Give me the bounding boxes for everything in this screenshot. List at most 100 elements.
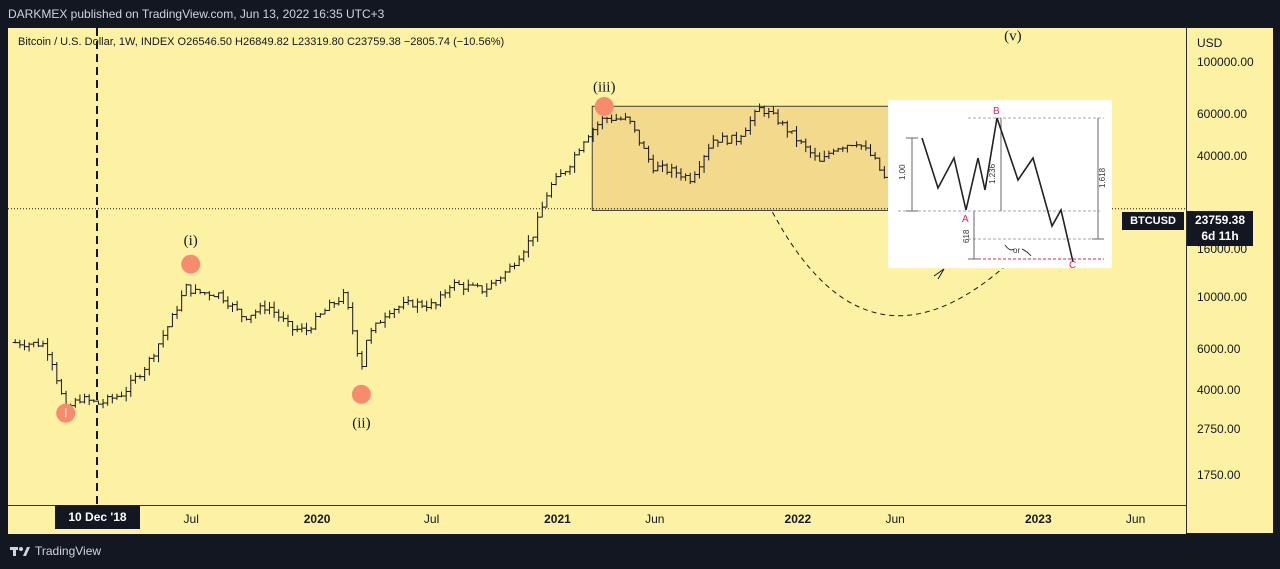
ohlc-bar <box>812 147 818 161</box>
ohlc-bar <box>77 394 83 404</box>
ohlc-bar <box>331 301 337 308</box>
ohlc-bar <box>387 310 393 319</box>
ohlc-bar <box>770 106 776 115</box>
ohlc-bar <box>91 399 97 403</box>
ohlc-bar <box>156 343 162 363</box>
ohlc-bar <box>276 309 282 322</box>
time-axis-label: 2020 <box>303 512 331 526</box>
price-axis-label: 1750.00 <box>1197 467 1241 482</box>
ohlc-bar <box>650 154 656 174</box>
ohlc-bar <box>470 282 476 286</box>
wave-marker <box>594 97 614 117</box>
ohlc-bar <box>354 329 360 357</box>
ohlc-bar <box>345 291 351 310</box>
inset-point-c: C <box>1069 260 1076 271</box>
tradingview-logo-icon <box>10 547 30 556</box>
ohlc-bar <box>95 400 101 405</box>
ohlc-bar <box>775 109 781 125</box>
ohlc-bar <box>627 116 633 125</box>
ohlc-bar <box>789 130 795 134</box>
ohlc-bar <box>447 285 453 299</box>
ohlc-bar <box>646 145 652 163</box>
ohlc-bar <box>174 305 180 319</box>
ohlc-bar <box>202 291 208 296</box>
ohlc-bar <box>72 397 78 408</box>
ohlc-bar <box>290 321 296 336</box>
ohlc-bar <box>562 170 568 176</box>
ohlc-bar <box>553 173 559 186</box>
ohlc-bar <box>49 351 55 371</box>
ohlc-bar <box>595 121 601 136</box>
ohlc-bar <box>239 308 245 323</box>
ohlc-bar <box>109 393 115 404</box>
ohlc-bar <box>544 192 550 208</box>
ohlc-bar <box>303 322 309 336</box>
ohlc-bar <box>461 282 467 295</box>
ohlc-bar <box>313 312 319 330</box>
price-axis-label: 2750.00 <box>1197 421 1241 436</box>
ohlc-bar <box>401 296 407 310</box>
ohlc-bar <box>119 391 125 398</box>
ohlc-bar <box>706 143 712 161</box>
ohlc-bar <box>248 314 254 324</box>
inset-abc-diagram: B A C or 1.00 1.236 1.618 618 <box>888 100 1112 271</box>
ohlc-bar <box>225 296 231 309</box>
wave-label: (ii) <box>352 415 370 431</box>
ohlc-bar <box>350 302 356 335</box>
ohlc-bar <box>507 263 513 273</box>
ohlc-bar <box>641 141 647 149</box>
projection-arrowhead <box>933 268 945 280</box>
ohlc-bar <box>701 154 707 173</box>
ohlc-bar <box>151 353 157 363</box>
ohlc-bar <box>271 301 277 318</box>
ohlc-bar <box>243 316 249 321</box>
ohlc-bar <box>206 291 212 301</box>
ohlc-bar <box>262 300 268 315</box>
ohlc-bar <box>622 112 628 121</box>
time-cursor-label: 10 Dec '18 <box>55 505 140 529</box>
footer-brand[interactable]: TradingView <box>10 544 101 558</box>
ohlc-bar <box>715 139 721 147</box>
ohlc-bar <box>516 255 522 267</box>
wave-label: (v) <box>1004 29 1022 45</box>
time-axis-label: Jun <box>1125 512 1146 526</box>
ohlc-bar <box>364 339 370 367</box>
ohlc-bar <box>146 356 152 376</box>
ohlc-bar <box>396 305 402 314</box>
ohlc-bar <box>442 289 448 299</box>
ohlc-bar <box>114 393 120 400</box>
ohlc-bar <box>128 374 134 397</box>
footer-brand-text: TradingView <box>35 544 102 558</box>
ohlc-bar <box>21 339 27 351</box>
ohlc-bar <box>82 393 88 404</box>
ohlc-bar <box>835 147 841 152</box>
projection-arc <box>772 211 1014 317</box>
ohlc-bar <box>539 201 545 218</box>
ohlc-bar <box>428 298 434 310</box>
ohlc-bar <box>807 145 813 158</box>
ohlc-bar <box>780 120 786 126</box>
ohlc-bar <box>322 308 328 315</box>
ohlc-bar <box>488 279 494 290</box>
ohlc-bar <box>683 173 689 181</box>
ohlc-bar <box>54 361 60 385</box>
ohlc-bar <box>317 313 323 318</box>
ohlc-bar <box>549 182 555 198</box>
ohlc-bar <box>142 367 148 381</box>
ohlc-bar <box>308 326 314 334</box>
ohlc-bar <box>479 285 485 295</box>
ohlc-bar <box>530 236 536 247</box>
time-axis-label: Jul <box>423 512 440 526</box>
ohlc-bar <box>877 157 883 171</box>
ohlc-bar <box>863 140 869 151</box>
ohlc-bar <box>692 171 698 184</box>
price-axis-label: 6000.00 <box>1197 342 1241 357</box>
ohlc-bar <box>197 288 203 295</box>
time-axis[interactable]: Jul 2020 Jul 2021 Jun 2022 Jun 2023 Jun <box>8 505 1186 534</box>
inset-ratio-100: 1.00 <box>898 164 907 180</box>
ohlc-bar <box>733 131 739 146</box>
ohlc-bar <box>844 144 850 153</box>
ohlc-bar <box>211 294 217 298</box>
price-axis[interactable]: USD 100000.00 60000.00 40000.00 16000.00 100… <box>1186 28 1273 533</box>
ohlc-bar <box>881 166 887 179</box>
